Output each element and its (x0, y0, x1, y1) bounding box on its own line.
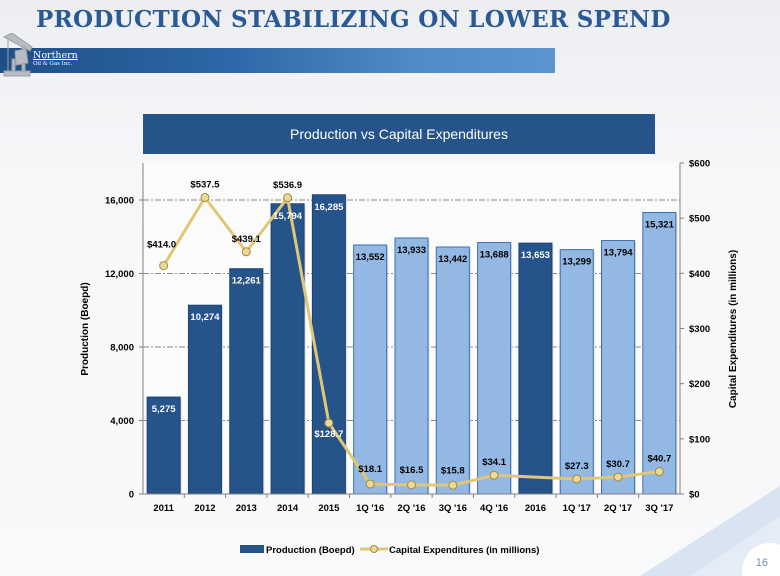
y-tick-label: 4,000 (110, 416, 134, 427)
production-bar (146, 396, 181, 495)
capex-data-label: $40.7 (647, 454, 671, 465)
legend-production-swatch (240, 545, 264, 553)
production-bar (394, 237, 429, 495)
production-data-label: 15,321 (645, 219, 675, 230)
page-number: 16 (755, 557, 768, 569)
axes: 0 4,000 8,000 12,000 16,000 $0 $100 $200 $300 $40… (105, 159, 710, 515)
chart-title: Production vs Capital Expenditures (143, 114, 655, 154)
y2-tick-label: $400 (689, 269, 710, 280)
capex-data-label: $16.5 (400, 465, 424, 476)
capex-data-label: $439.1 (232, 234, 262, 245)
capex-marker (159, 261, 169, 271)
company-logo-text: Northern Oil & Gas Inc. (33, 51, 78, 67)
legend-production-label: Production (Boepd) (266, 545, 355, 556)
logo-line-2: Oil & Gas Inc. (33, 60, 73, 67)
capex-data-label: $128.7 (314, 429, 343, 440)
x-tick-label: 3Q '16 (439, 503, 467, 514)
production-bar (270, 203, 305, 495)
x-tick-label: 3Q '17 (645, 503, 673, 514)
y2-tick-label: $500 (689, 214, 710, 225)
capex-marker (654, 467, 664, 477)
legend-capex-swatch-marker (370, 545, 378, 553)
x-tick-label: 2015 (318, 503, 340, 514)
x-tick-label: 1Q '17 (563, 503, 591, 514)
production-data-label: 13,552 (356, 252, 385, 263)
capex-data-label: $18.1 (358, 464, 382, 475)
y-tick-label: 8,000 (110, 343, 134, 354)
pumpjack-logo-icon (2, 33, 33, 77)
production-data-label: 13,688 (480, 249, 509, 260)
y-axis-label: Production (Boepd) (80, 282, 91, 375)
capex-marker (572, 474, 582, 484)
production-bar (435, 246, 470, 495)
x-tick-label: 2Q '17 (604, 503, 632, 514)
capex-series-line (162, 195, 660, 487)
capex-marker (448, 480, 458, 490)
x-tick-label: 2016 (525, 503, 546, 514)
production-bar (477, 241, 512, 495)
x-tick-label: 2014 (277, 503, 299, 514)
capex-data-label: $34.1 (482, 457, 506, 468)
data-labels: 5,275 10,274 12,261 15,794 16,285 13,552 13,93… (147, 179, 674, 476)
production-bar (353, 244, 388, 495)
logo-line-1: Northern (33, 50, 78, 61)
production-data-label: 12,261 (232, 276, 262, 287)
y2-tick-label: $0 (689, 490, 700, 501)
y2-tick-label: $200 (689, 379, 710, 390)
capex-data-label: $414.0 (147, 240, 176, 251)
production-data-label: 5,275 (152, 404, 176, 415)
production-bars (146, 194, 678, 495)
slide-title: PRODUCTION STABILIZING ON LOWER SPEND (36, 6, 671, 33)
production-bar (559, 249, 594, 495)
y2-tick-label: $600 (689, 159, 710, 170)
production-bar (187, 304, 222, 495)
production-bar (229, 268, 264, 495)
legend: Production (Boepd) Capital Expenditures … (240, 545, 539, 556)
capex-data-label: $537.5 (190, 179, 220, 190)
capex-data-label: $536.9 (273, 180, 302, 191)
x-tick-label: 1Q '16 (356, 503, 384, 514)
x-tick-label: 2011 (153, 503, 174, 514)
production-data-label: 15,794 (273, 211, 303, 222)
production-bar (518, 242, 553, 495)
y-tick-label: 16,000 (105, 196, 134, 207)
capex-marker (241, 247, 251, 257)
production-data-label: 13,794 (604, 248, 634, 259)
legend-capex-label: Capital Expenditures (in millions) (389, 545, 539, 556)
capex-marker (489, 470, 499, 480)
production-data-label: 13,653 (521, 250, 550, 261)
background-swoosh (640, 486, 780, 576)
capex-marker (613, 472, 623, 482)
capex-marker (200, 192, 210, 202)
production-data-label: 13,442 (438, 254, 467, 265)
header-banner (0, 48, 555, 73)
production-data-label: 13,933 (397, 245, 426, 256)
x-tick-label: 2Q '16 (397, 503, 425, 514)
x-tick-label: 2013 (236, 503, 257, 514)
y-tick-label: 0 (129, 490, 134, 501)
production-bar (601, 240, 636, 495)
capex-line (159, 192, 664, 490)
x-tick-label: 4Q '16 (480, 503, 508, 514)
production-data-label: 16,285 (314, 202, 344, 213)
capex-marker (365, 479, 375, 489)
capex-data-label: $27.3 (565, 461, 589, 472)
production-bar (642, 211, 677, 495)
production-data-label: 10,274 (190, 312, 220, 323)
y2-axis-label: Capital Expenditures (in millions) (728, 250, 739, 408)
y2-tick-label: $300 (689, 324, 710, 335)
capex-marker (407, 480, 416, 490)
y-tick-label: 12,000 (105, 269, 134, 280)
capex-data-label: $15.8 (441, 465, 465, 476)
capex-marker (324, 418, 334, 428)
production-bar (311, 194, 346, 495)
capex-data-label: $30.7 (606, 459, 630, 470)
y2-tick-label: $100 (689, 434, 710, 445)
capex-marker (283, 193, 293, 203)
x-tick-label: 2012 (194, 503, 215, 514)
production-data-label: 13,299 (562, 257, 591, 268)
